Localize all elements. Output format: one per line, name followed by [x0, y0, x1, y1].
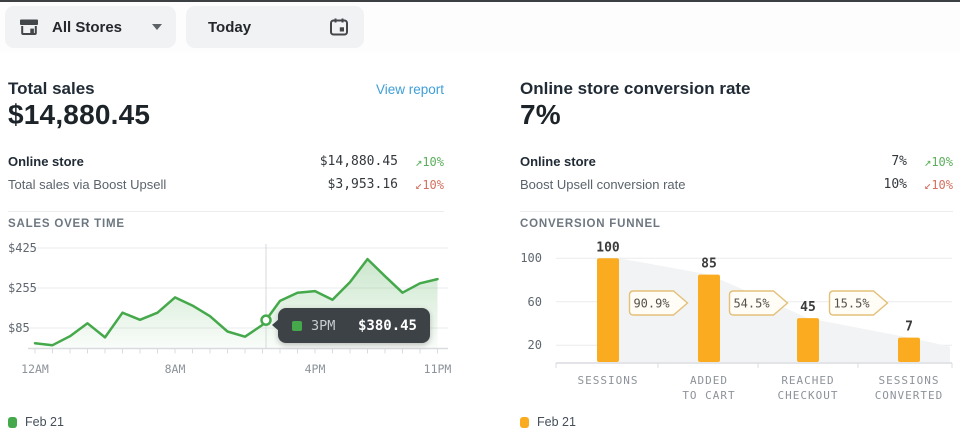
tooltip-value: $380.45 [357, 317, 417, 334]
funnel-bar-sessions-converted[interactable] [898, 337, 920, 362]
section-title-sales-over-time: SALES OVER TIME [8, 218, 125, 230]
metric-value: $3,953.16 [327, 177, 398, 192]
conversion-funnel-chart[interactable]: 100 85 45 7 90.9% 54.5% 15.5% 100 60 20 SESSIONS AD… [520, 240, 953, 415]
x-axis-label: 8AM [164, 362, 186, 376]
card-header: Online store conversion rate [520, 78, 953, 100]
chart-legend: Feb 21 [8, 415, 64, 429]
metric-row: Online store 7% ↗10% [520, 150, 953, 173]
legend-swatch [520, 416, 529, 428]
card-title: Total sales [8, 79, 95, 98]
metric-delta-up: ↗10% [924, 154, 953, 169]
bar-value-label: 45 [800, 300, 816, 315]
metric-value: 10% [883, 177, 907, 192]
date-selector-label: Today [208, 18, 252, 36]
metric-row: Boost Upsell conversion rate 10% ↙10% [520, 173, 953, 196]
funnel-category-label: SESSIONS [577, 374, 639, 387]
total-sales-value: $14,880.45 [8, 99, 151, 130]
legend-swatch [8, 416, 17, 428]
metric-delta-down: ↙10% [924, 177, 953, 192]
calendar-icon [330, 18, 348, 36]
chart-tooltip: 3PM $380.45 [272, 308, 430, 343]
date-selector-button[interactable]: Today [186, 6, 364, 48]
metric-label: Online store [8, 154, 84, 169]
conversion-rate-value: 7% [520, 99, 561, 130]
hovered-data-point[interactable] [260, 314, 272, 326]
legend-label: Feb 21 [25, 415, 64, 429]
funnel-bar-sessions[interactable] [597, 258, 619, 362]
funnel-bar-added-to-cart[interactable] [698, 274, 720, 362]
funnel-category-label: ADDED TO CART [682, 374, 736, 402]
chevron-down-icon [152, 24, 162, 30]
conversion-step-value: 15.5% [833, 297, 870, 311]
metric-row: Total sales via Boost Upsell $3,953.16 ↙10… [8, 173, 444, 196]
conversion-step-badge [828, 290, 889, 316]
metric-delta-down: ↙10% [415, 177, 444, 192]
conversion-rate-card: Online store conversion rate 7% Online s… [520, 70, 953, 430]
metric-delta-up: ↗10% [415, 154, 444, 169]
view-report-link[interactable]: View report [375, 81, 444, 97]
metric-row: Online store $14,880.45 ↗10% [8, 150, 444, 173]
sales-over-time-chart[interactable]: 3PM $380.45 $425 $255 $85 12AM 8AM 4PM 11PM [8, 240, 451, 415]
metric-value: 7% [891, 154, 907, 169]
funnel-bar-reached-checkout[interactable] [797, 318, 819, 362]
y-axis-label: 100 [520, 251, 542, 266]
chart-legend: Feb 21 [520, 415, 576, 429]
funnel-category-label: SESSIONS CONVERTED [874, 374, 944, 402]
section-divider [8, 211, 444, 212]
store-selector-button[interactable]: All Stores [5, 6, 176, 48]
section-title-conversion-funnel: CONVERSION FUNNEL [520, 218, 661, 230]
bar-value-label: 100 [596, 240, 620, 255]
legend-label: Feb 21 [537, 415, 576, 429]
y-axis-label: 20 [527, 338, 542, 353]
metric-label: Online store [520, 154, 596, 169]
store-icon [20, 19, 38, 35]
toolbar: All Stores Today [0, 2, 960, 52]
y-axis-label: $255 [8, 281, 37, 295]
bar-value-label: 7 [905, 320, 913, 335]
x-axis-label: 12AM [21, 362, 49, 376]
y-axis-label: $85 [8, 321, 30, 335]
metric-label: Boost Upsell conversion rate [520, 177, 686, 192]
tooltip-time: 3PM [311, 317, 336, 334]
store-selector-label: All Stores [52, 18, 123, 36]
conversion-step-value: 90.9% [633, 297, 670, 311]
conversion-step-badge [628, 290, 689, 316]
conversion-step-badge [728, 290, 789, 316]
card-title: Online store conversion rate [520, 79, 751, 98]
metric-rows: Online store 7% ↗10% Boost Upsell conversio… [520, 150, 953, 196]
metric-rows: Online store $14,880.45 ↗10% Total sales vi… [8, 150, 444, 196]
y-axis-label: 60 [527, 294, 542, 309]
series-swatch [292, 320, 302, 331]
funnel-category-label: REACHED CHECKOUT [777, 374, 839, 402]
tooltip-arrow [272, 319, 279, 331]
x-axis-label: 11PM [423, 362, 452, 376]
conversion-step-value: 54.5% [733, 297, 770, 311]
funnel-chart-svg: 100 85 45 7 90.9% 54.5% 15.5% [555, 240, 953, 368]
metric-label: Total sales via Boost Upsell [8, 177, 167, 192]
card-header: Total sales View report [8, 78, 444, 100]
metric-value: $14,880.45 [319, 154, 398, 169]
window-top-edge [0, 0, 960, 2]
total-sales-card: Total sales View report $14,880.45 Onlin… [8, 70, 451, 430]
bar-value-label: 85 [701, 257, 717, 272]
y-axis-label: $425 [8, 241, 37, 255]
x-axis-label: 4PM [304, 362, 326, 376]
section-divider [520, 211, 953, 212]
